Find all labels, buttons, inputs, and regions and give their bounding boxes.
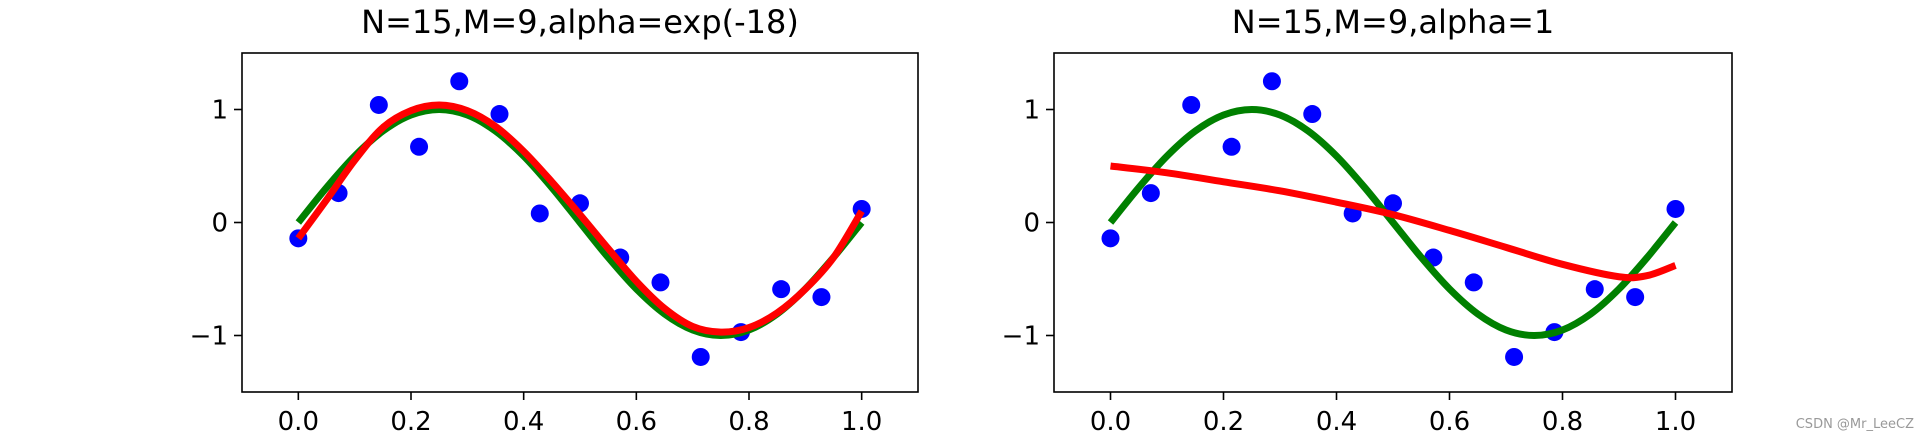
data-point — [450, 72, 469, 91]
data-point — [691, 347, 710, 366]
data-point — [1182, 95, 1201, 114]
data-point — [1303, 105, 1322, 124]
data-point — [369, 95, 388, 114]
data-point — [1666, 199, 1685, 218]
data-point — [1464, 273, 1483, 292]
y-tick-label: 1 — [1023, 96, 1040, 126]
true-curve — [1107, 105, 1679, 340]
data-point — [410, 137, 429, 156]
y-tick-label: 0 — [211, 209, 228, 239]
x-tick-label: 1.0 — [1655, 407, 1696, 437]
chart-title: N=15,M=9,alpha=1 — [1232, 3, 1554, 41]
data-point — [1384, 194, 1402, 213]
y-tick-label: 0 — [1023, 209, 1040, 239]
x-tick-label: 0.2 — [390, 407, 431, 437]
data-point — [772, 280, 791, 299]
fit-curve — [1110, 162, 1677, 282]
chart-panel-1: N=15,M=9,alpha=exp(-18) 0.0 0.2 0.4 0.6 0.8 1.… — [190, 3, 919, 437]
x-tick-label: 0.4 — [503, 407, 544, 437]
chart-panel-2: N=15,M=9,alpha=1 0.0 0.2 0.4 0.6 0.8 1.0 1 0 −1 — [1002, 3, 1733, 437]
chart-title: N=15,M=9,alpha=exp(-18) — [361, 3, 799, 41]
data-point — [490, 105, 509, 124]
x-tick-label: 0.4 — [1316, 407, 1357, 437]
x-tick-label: 0.8 — [728, 407, 769, 437]
x-tick-label: 0.6 — [1429, 407, 1470, 437]
y-tick-label: −1 — [190, 322, 228, 352]
data-point — [1101, 229, 1120, 248]
watermark-text: CSDN @Mr_LeeCZ — [1796, 417, 1914, 432]
data-point — [1585, 280, 1604, 299]
data-point — [1222, 137, 1241, 156]
data-point — [1262, 72, 1281, 91]
x-tick-label: 0.2 — [1203, 407, 1244, 437]
y-tick-label: −1 — [1002, 322, 1040, 352]
x-tick-label: 0.0 — [278, 407, 319, 437]
x-tick-label: 0.8 — [1542, 407, 1583, 437]
data-point — [1141, 184, 1160, 203]
data-point — [530, 204, 549, 223]
x-tick-label: 1.0 — [841, 407, 882, 437]
x-tick-label: 0.0 — [1090, 407, 1131, 437]
true-curve — [295, 105, 865, 340]
data-point — [1505, 347, 1524, 366]
y-tick-label: 1 — [211, 96, 228, 126]
data-point — [651, 273, 670, 292]
x-tick-label: 0.6 — [616, 407, 657, 437]
data-point — [1626, 288, 1645, 307]
fit-curve — [295, 101, 865, 336]
data-point — [812, 288, 831, 307]
